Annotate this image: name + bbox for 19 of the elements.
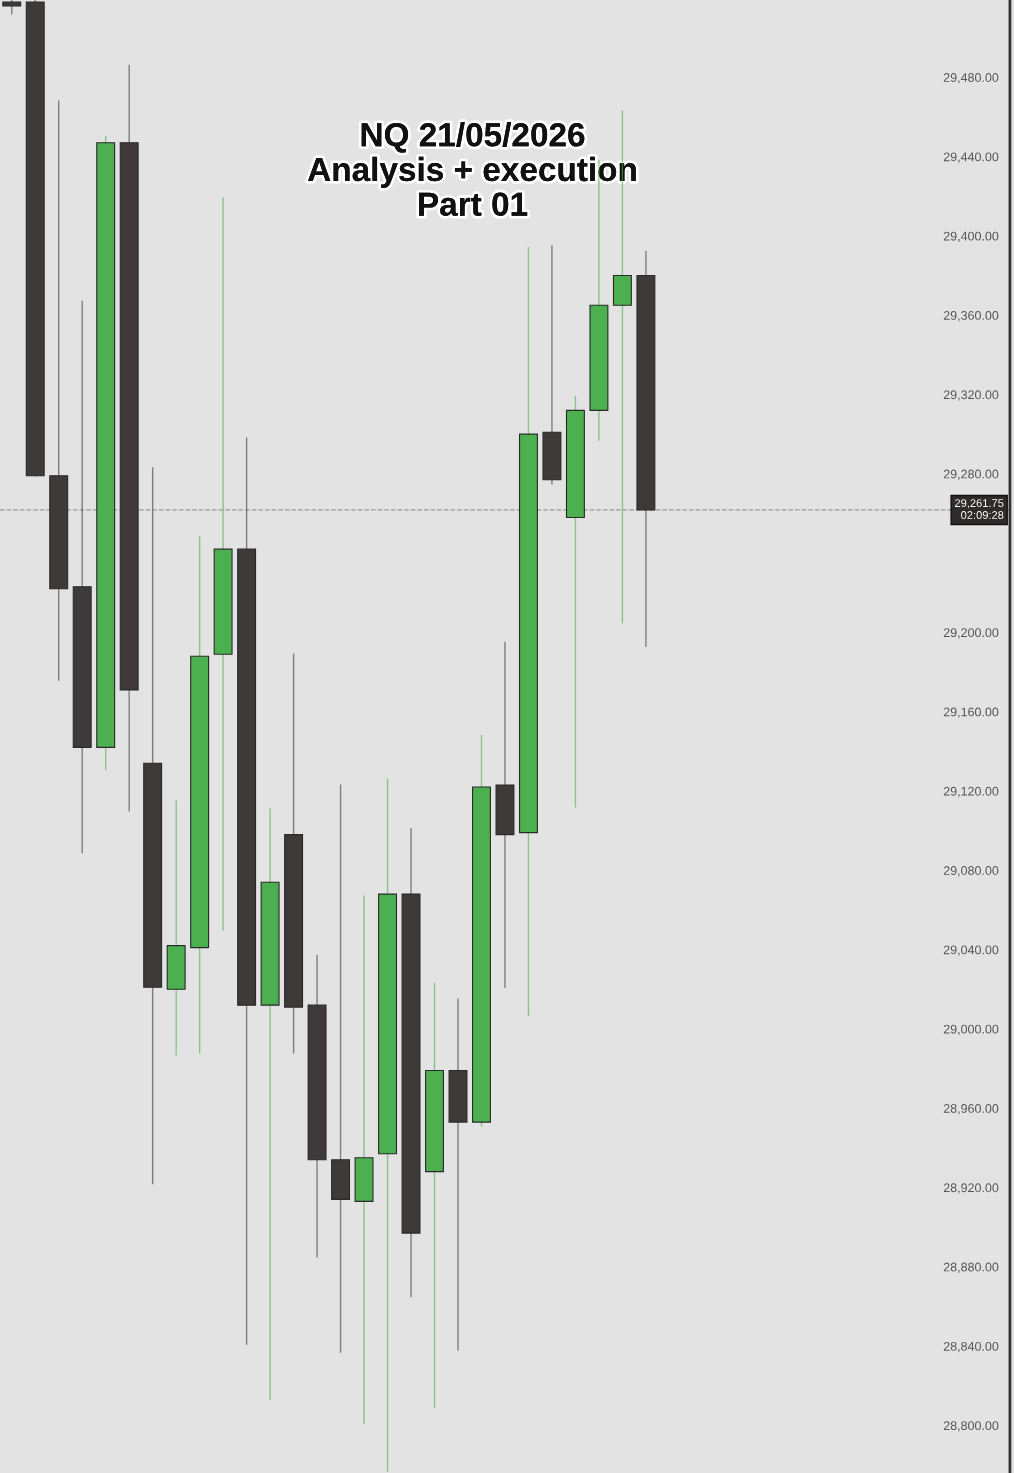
y-tick-label: 29,040.00 — [943, 945, 999, 956]
y-tick-label: 29,080.00 — [943, 866, 999, 877]
y-tick-label: 29,480.00 — [943, 73, 999, 84]
y-tick-label: 29,200.00 — [943, 628, 999, 639]
y-tick-label: 29,440.00 — [943, 152, 999, 163]
y-tick-label: 28,800.00 — [943, 1421, 999, 1432]
y-tick-label: 29,160.00 — [943, 707, 999, 718]
y-tick-label: 28,840.00 — [943, 1341, 999, 1353]
text: NQ 21/05/2026 Analysis + execution Part 01 — [308, 122, 636, 216]
ref-line-label: 29,261.75 02:09:28 — [955, 499, 1004, 519]
y-tick-label: 29,000.00 — [943, 1024, 999, 1036]
y-tick-label: 29,120.00 — [943, 786, 999, 798]
y-tick-label: 28,880.00 — [943, 1262, 999, 1273]
y-tick-label: 28,960.00 — [943, 1104, 999, 1115]
y-tick-label: 29,320.00 — [943, 390, 999, 401]
y-tick-label: 29,360.00 — [943, 311, 999, 322]
y-tick-label: 28,920.00 — [943, 1183, 999, 1194]
y-tick-label: 29,280.00 — [943, 469, 999, 480]
y-tick-label: 29,400.00 — [943, 231, 999, 243]
